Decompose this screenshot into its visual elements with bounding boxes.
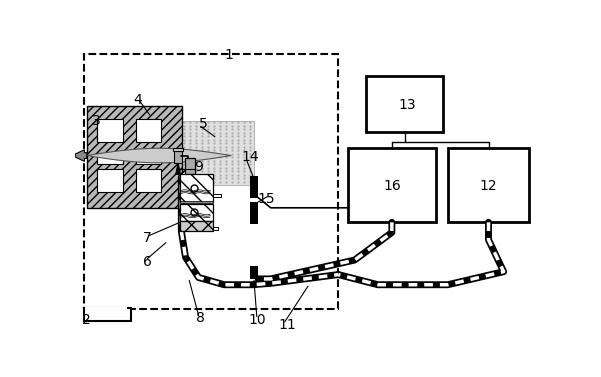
Bar xyxy=(174,151,182,163)
Bar xyxy=(173,121,254,185)
Text: 14: 14 xyxy=(241,150,258,164)
Text: 6: 6 xyxy=(143,254,152,268)
Text: 11: 11 xyxy=(278,318,296,333)
Bar xyxy=(136,119,161,143)
Text: 10: 10 xyxy=(248,313,266,326)
Bar xyxy=(448,148,529,222)
Bar xyxy=(84,308,131,321)
Text: 2: 2 xyxy=(82,313,91,326)
Bar xyxy=(84,54,338,310)
Text: 5: 5 xyxy=(199,116,207,130)
Bar xyxy=(173,148,183,151)
Bar xyxy=(250,176,258,198)
Polygon shape xyxy=(175,163,180,175)
Bar xyxy=(347,148,436,222)
Bar xyxy=(180,175,213,202)
Text: 16: 16 xyxy=(383,179,401,193)
Polygon shape xyxy=(87,148,231,163)
Text: 13: 13 xyxy=(398,98,415,112)
Bar xyxy=(97,119,123,143)
Bar xyxy=(213,194,221,197)
Polygon shape xyxy=(75,150,87,161)
Text: 9: 9 xyxy=(194,160,203,174)
Bar xyxy=(87,106,182,208)
Text: 3: 3 xyxy=(92,114,100,128)
Bar xyxy=(85,307,127,311)
Bar xyxy=(180,201,213,204)
Bar xyxy=(136,169,161,192)
Text: 12: 12 xyxy=(480,179,497,193)
Bar xyxy=(97,169,123,192)
Bar xyxy=(250,266,258,279)
Text: 4: 4 xyxy=(133,93,142,107)
Text: 7: 7 xyxy=(143,231,151,245)
Text: 8: 8 xyxy=(197,311,206,325)
Bar xyxy=(97,153,123,164)
Bar xyxy=(213,227,218,230)
Bar xyxy=(136,153,161,164)
Text: 15: 15 xyxy=(257,192,275,206)
Bar xyxy=(185,158,195,173)
Text: 1: 1 xyxy=(224,48,233,63)
Bar xyxy=(250,202,258,224)
Bar xyxy=(366,76,443,132)
Bar xyxy=(180,204,213,221)
Bar xyxy=(180,221,213,231)
